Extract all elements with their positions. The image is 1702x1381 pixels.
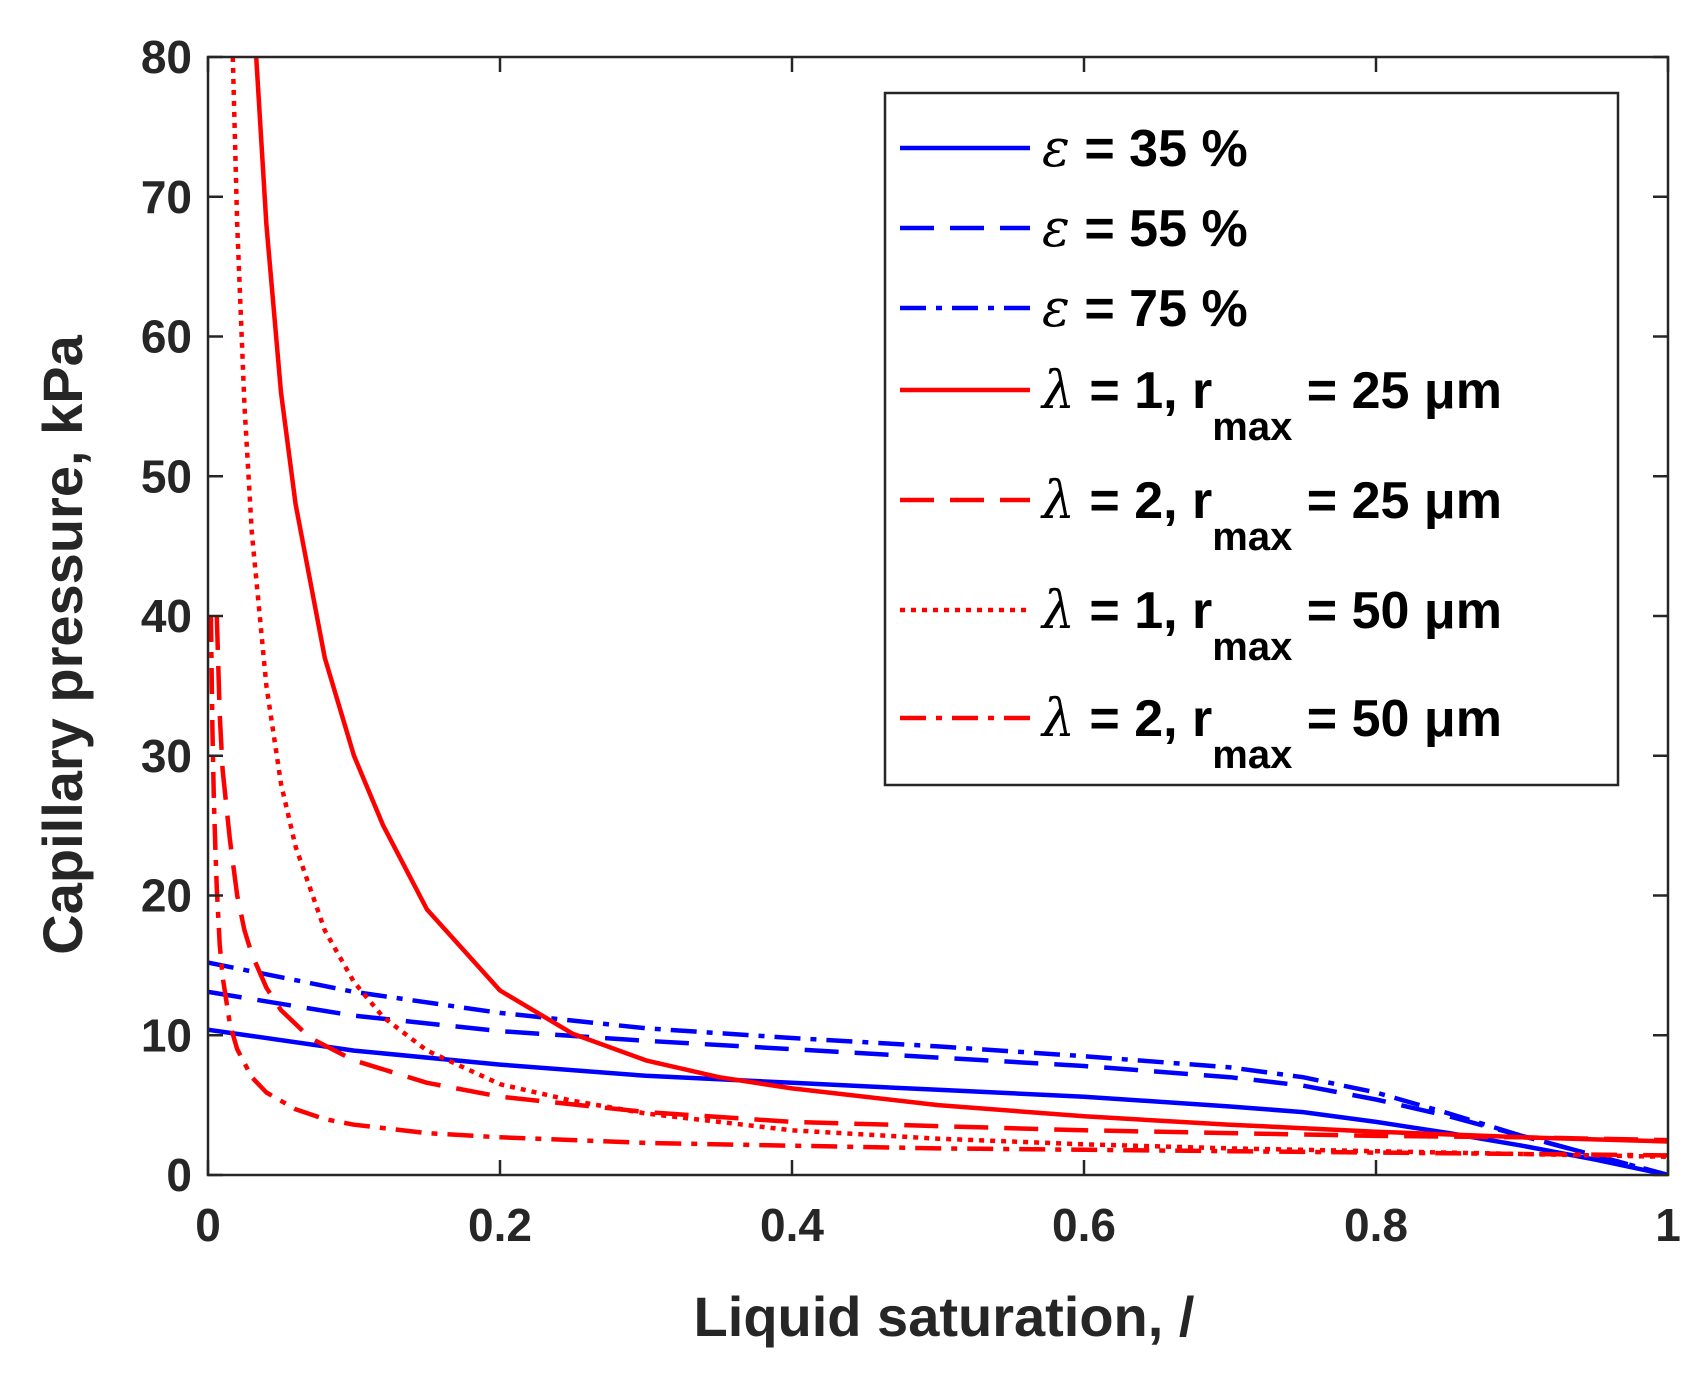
y-tick-label: 50 — [141, 450, 192, 502]
series-layer — [208, 57, 1668, 1175]
legend-label: λ = 2, rmax = 25 μm — [1040, 471, 1502, 559]
y-tick-label: 20 — [141, 870, 192, 922]
y-tick-label: 0 — [166, 1149, 192, 1201]
legend-item: ε = 75 % — [900, 279, 1248, 339]
x-tick-label: 0.2 — [468, 1199, 532, 1251]
legend-item: λ = 2, rmax = 50 μm — [900, 689, 1502, 777]
legend-label: λ = 2, rmax = 50 μm — [1040, 689, 1502, 777]
series-line-3 — [208, 960, 1668, 1175]
y-tick-label: 10 — [141, 1009, 192, 1061]
y-tick-label: 30 — [141, 730, 192, 782]
x-axis-label: Liquid saturation, / — [694, 1285, 1195, 1348]
legend-item: λ = 2, rmax = 25 μm — [900, 471, 1502, 559]
legend-label: ε = 75 % — [1042, 279, 1248, 339]
legend-label: λ = 1, rmax = 25 μm — [1040, 361, 1502, 449]
x-tick-label: 1 — [1655, 1199, 1681, 1251]
legend-item: ε = 55 % — [900, 199, 1248, 259]
y-tick-label: 80 — [141, 31, 192, 83]
legend-item: ε = 35 % — [900, 119, 1248, 179]
y-tick-label: 40 — [141, 590, 192, 642]
series-line-5 — [214, 615, 1668, 1143]
y-tick-label: 70 — [141, 171, 192, 223]
series-line-6 — [230, 57, 1668, 1160]
y-tick-label: 60 — [141, 311, 192, 363]
x-tick-label: 0.4 — [760, 1199, 824, 1251]
legend-label: λ = 1, rmax = 50 μm — [1040, 581, 1502, 669]
series-line-7 — [208, 615, 1668, 1158]
x-tick-label: 0 — [195, 1199, 221, 1251]
series-line-4 — [253, 57, 1668, 1144]
x-tick-label: 0.8 — [1344, 1199, 1408, 1251]
y-axis-label: Capillary pressure, kPa — [31, 334, 94, 954]
legend-label: ε = 35 % — [1042, 119, 1248, 179]
legend: ε = 35 % ε = 55 % ε = 75 % λ = 1, rmax = 25… — [883, 91, 1620, 787]
x-tick-label: 0.6 — [1052, 1199, 1116, 1251]
legend-box — [883, 91, 1620, 787]
legend-item: λ = 1, rmax = 25 μm — [900, 361, 1502, 449]
series-line-1 — [208, 1027, 1668, 1175]
legend-item: λ = 1, rmax = 50 μm — [900, 581, 1502, 669]
legend-label: ε = 55 % — [1042, 199, 1248, 259]
